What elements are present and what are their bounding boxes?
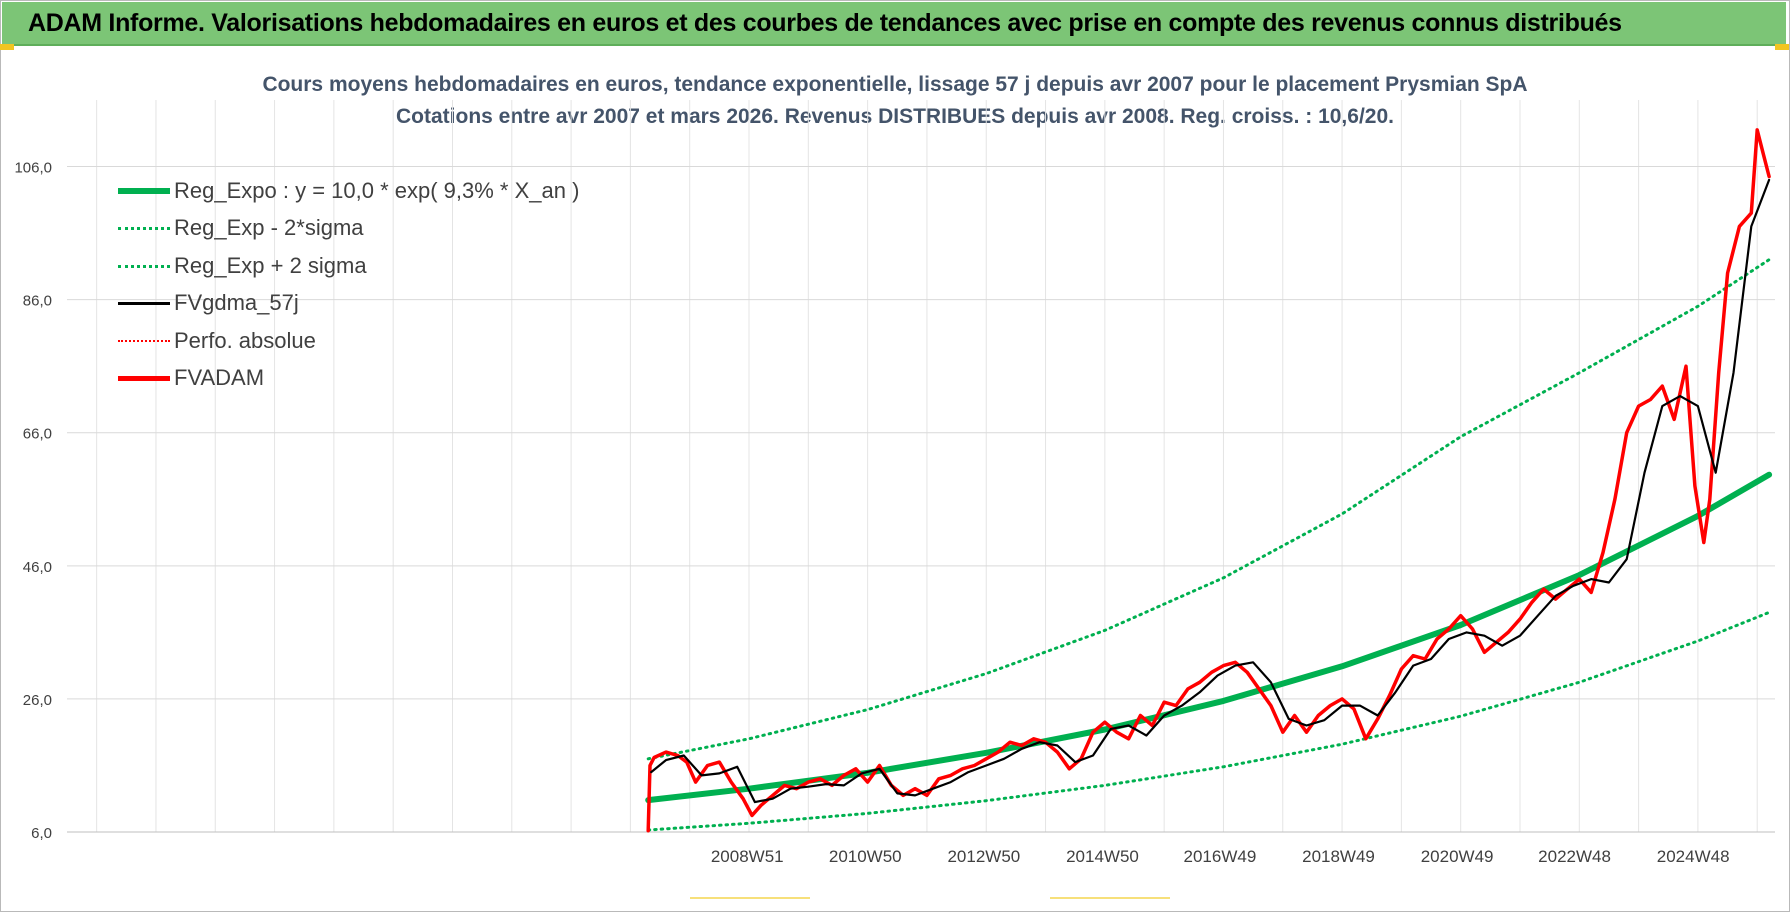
legend-label-fvgdma: FVgdma_57j [174, 290, 299, 315]
x-tick-label: 2012W50 [947, 847, 1020, 866]
x-tick-label: 2010W50 [829, 847, 902, 866]
x-tick-label: 2014W50 [1066, 847, 1139, 866]
x-tick-label: 2022W48 [1538, 847, 1611, 866]
legend-label-reg-expo: Reg_Expo : y = 10,0 * exp( 9,3% * X_an ) [174, 178, 580, 203]
legend-swatch-reg-exp-minus [118, 227, 170, 230]
series-reg-exp-plus [646, 258, 1771, 761]
decorative-underline [690, 897, 810, 899]
legend-swatch-fvadam [118, 376, 170, 381]
legend-label-fvadam: FVADAM [174, 365, 265, 390]
chart-subtitle: Cotations entre avr 2007 et mars 2026. R… [396, 105, 1394, 128]
x-tick-label: 2018W49 [1302, 847, 1375, 866]
y-tick-label: 6,0 [31, 825, 52, 842]
x-tick-label: 2008W51 [711, 847, 784, 866]
y-tick-label: 66,0 [23, 426, 52, 443]
x-tick-label: 2016W49 [1184, 847, 1257, 866]
legend-label-reg-exp-plus: Reg_Exp + 2 sigma [174, 253, 367, 278]
corner-mark-right [1775, 44, 1789, 50]
x-tick-label: 2020W49 [1421, 847, 1494, 866]
legend-swatch-reg-exp-plus [118, 265, 170, 268]
legend-label-perfo-absolue: Perfo. absolue [174, 328, 316, 353]
y-tick-label: 46,0 [23, 559, 52, 576]
legend-swatch-perfo-absolue [118, 340, 170, 342]
chart-title: Cours moyens hebdomadaires en euros, ten… [262, 73, 1528, 96]
series-fvgdma [650, 178, 1771, 804]
y-tick-label: 106,0 [14, 160, 52, 177]
y-tick-label: 86,0 [23, 293, 52, 310]
legend-swatch-reg-expo [118, 188, 170, 194]
axes: 6,0 26,0 46,0 66,0 86,0 106,0 2008W51 2010W50 20… [14, 160, 1775, 866]
legend-swatch-fvgdma [118, 302, 170, 305]
series-reg-exp-minus [646, 610, 1771, 832]
y-tick-label: 26,0 [23, 692, 52, 709]
series-reg-expo [645, 471, 1773, 804]
corner-mark-left [0, 44, 14, 50]
legend-label-reg-exp-minus: Reg_Exp - 2*sigma [174, 215, 364, 240]
series-lines [645, 128, 1773, 833]
series-fvadam [646, 128, 1771, 833]
grid [67, 100, 1775, 833]
decorative-underline [1050, 897, 1170, 899]
x-tick-label: 2024W48 [1657, 847, 1730, 866]
report-title: ADAM Informe. Valorisations hebdomadaire… [28, 9, 1622, 37]
report-banner: ADAM Informe. Valorisations hebdomadaire… [2, 2, 1786, 46]
